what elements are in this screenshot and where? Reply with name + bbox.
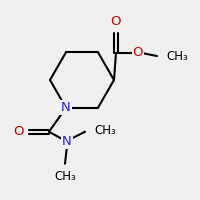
Text: CH₃: CH₃ (166, 49, 188, 62)
Text: CH₃: CH₃ (94, 124, 116, 137)
Text: O: O (13, 125, 24, 138)
Text: N: N (61, 101, 71, 114)
Text: O: O (111, 15, 121, 28)
Text: O: O (133, 46, 143, 60)
Text: CH₃: CH₃ (54, 170, 76, 183)
Text: N: N (62, 135, 72, 148)
